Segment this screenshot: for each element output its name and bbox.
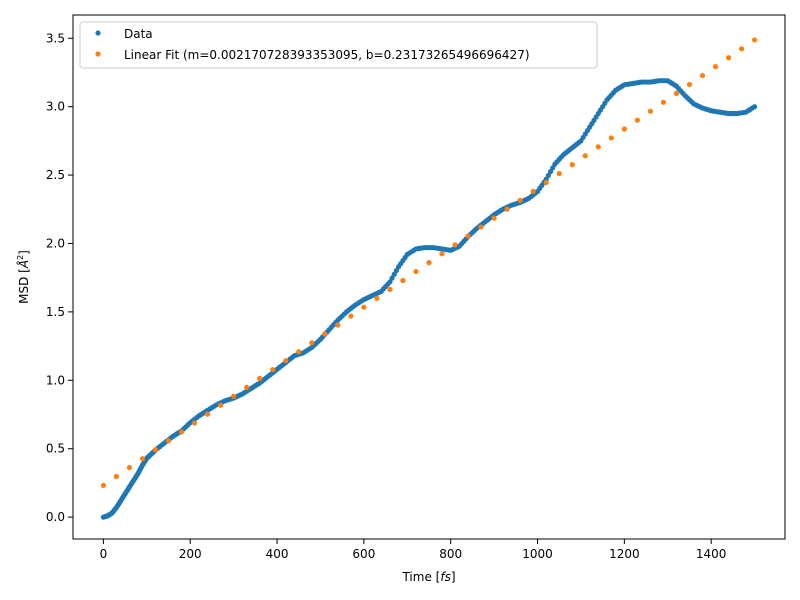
x-tick-label: 1200 — [609, 547, 640, 561]
fit-point — [204, 411, 211, 417]
x-tick-label: 0 — [100, 547, 108, 561]
legend-label-data: Data — [124, 27, 153, 41]
x-tick-label: 800 — [439, 547, 462, 561]
legend-marker-fit — [95, 51, 101, 57]
fit-point — [231, 393, 237, 399]
fit-point — [400, 277, 406, 284]
y-tick-label: 0.5 — [46, 442, 65, 456]
fit-point — [465, 233, 471, 239]
y-tick-label: 1.0 — [46, 373, 65, 387]
fit-point — [218, 402, 224, 408]
fit-point — [100, 482, 106, 489]
fit-point — [283, 358, 289, 364]
x-tick-label: 400 — [266, 547, 289, 561]
fit-point — [126, 464, 133, 471]
plot-area — [73, 15, 785, 539]
fit-point — [191, 420, 198, 426]
data-point — [387, 279, 393, 285]
fit-point — [647, 108, 654, 114]
fit-point — [374, 295, 380, 301]
y-tick-label: 3.5 — [46, 31, 65, 45]
fit-point — [595, 144, 601, 150]
data-point — [545, 172, 551, 179]
fit-point — [491, 215, 497, 221]
linear-fit-series — [100, 37, 758, 489]
fit-point — [139, 456, 146, 462]
fit-point — [244, 384, 250, 390]
fit-point — [752, 37, 758, 43]
data-point — [550, 165, 556, 171]
fit-point — [152, 447, 159, 453]
fit-point — [413, 268, 419, 275]
fit-point — [556, 170, 562, 177]
legend-label-fit: Linear Fit (m=0.002170728393353095, b=0.… — [124, 48, 530, 62]
fit-point — [452, 242, 458, 248]
fit-point — [621, 126, 627, 132]
plot-frame — [72, 14, 786, 540]
fit-point — [686, 81, 693, 88]
data-series — [100, 78, 758, 520]
fit-point — [712, 64, 719, 70]
fit-point — [608, 135, 614, 141]
fit-point — [673, 90, 680, 96]
y-tick-label: 2.5 — [46, 168, 65, 182]
fit-point — [335, 322, 341, 328]
fit-point — [725, 55, 732, 61]
fit-point — [699, 72, 706, 79]
fit-point — [504, 206, 510, 212]
fit-point — [517, 197, 523, 203]
data-point — [752, 104, 758, 110]
fit-point — [530, 188, 536, 194]
y-tick-label: 0.0 — [46, 510, 65, 524]
y-tick-label: 1.5 — [46, 305, 65, 319]
fit-point — [348, 313, 354, 319]
x-tick-label: 600 — [352, 547, 375, 561]
fit-point — [165, 438, 172, 444]
fit-point — [113, 473, 120, 480]
fit-point — [634, 117, 640, 123]
legend: Data Linear Fit (m=0.002170728393353095,… — [79, 21, 598, 69]
data-point — [547, 169, 554, 175]
legend-marker-data — [95, 30, 101, 36]
fit-point — [257, 375, 263, 382]
fit-point — [738, 46, 745, 52]
legend-box — [79, 21, 598, 69]
fit-point — [322, 331, 328, 337]
fit-point — [660, 99, 667, 105]
x-tick-label: 1400 — [696, 547, 727, 561]
fit-point — [361, 304, 367, 310]
x-axis: 0 200 400 600 800 1000 1200 1400 — [100, 539, 727, 561]
x-axis-label: Time [fs] — [401, 570, 455, 584]
y-tick-label: 2.0 — [46, 236, 65, 250]
fit-point — [387, 286, 393, 292]
x-tick-label: 1000 — [522, 547, 553, 561]
fit-point — [309, 340, 315, 346]
y-tick-label: 3.0 — [46, 100, 65, 114]
fit-point — [439, 251, 445, 257]
x-tick-label: 200 — [179, 547, 202, 561]
fit-point — [543, 179, 549, 186]
y-axis-label: MSD [Å2] — [16, 250, 31, 304]
y-axis: 0.0 0.5 1.0 1.5 2.0 2.5 3.0 3.5 — [46, 31, 73, 524]
fit-point — [296, 349, 302, 355]
fit-point — [178, 429, 185, 435]
fit-point — [270, 366, 276, 373]
fit-point — [582, 153, 588, 159]
data-point — [389, 275, 395, 281]
fit-point — [426, 260, 432, 266]
data-point — [391, 271, 397, 277]
data-point — [393, 267, 400, 274]
fit-point — [569, 162, 575, 168]
fit-point — [478, 224, 484, 230]
